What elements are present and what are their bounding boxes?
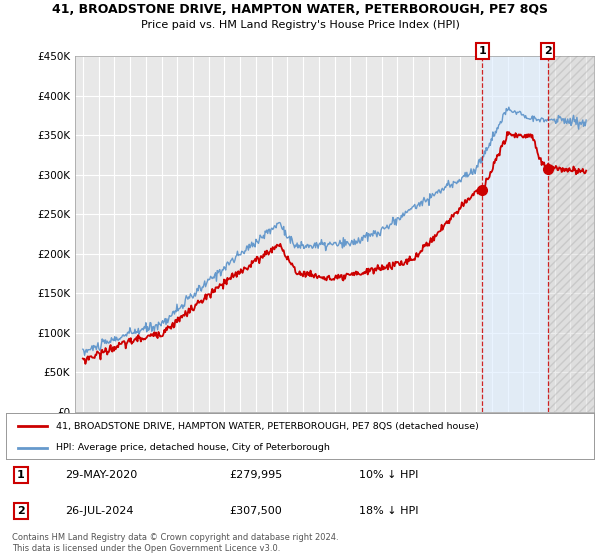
Text: 26-JUL-2024: 26-JUL-2024: [65, 506, 133, 516]
Text: 41, BROADSTONE DRIVE, HAMPTON WATER, PETERBOROUGH, PE7 8QS: 41, BROADSTONE DRIVE, HAMPTON WATER, PET…: [52, 3, 548, 16]
Text: £279,995: £279,995: [229, 470, 283, 480]
Text: HPI: Average price, detached house, City of Peterborough: HPI: Average price, detached house, City…: [56, 443, 330, 452]
Text: 2: 2: [544, 46, 551, 56]
Bar: [482, 56, 548, 412]
Text: 41, BROADSTONE DRIVE, HAMPTON WATER, PETERBOROUGH, PE7 8QS (detached house): 41, BROADSTONE DRIVE, HAMPTON WATER, PET…: [56, 422, 479, 431]
Text: 1: 1: [478, 46, 486, 56]
Text: Price paid vs. HM Land Registry's House Price Index (HPI): Price paid vs. HM Land Registry's House …: [140, 20, 460, 30]
Text: 18% ↓ HPI: 18% ↓ HPI: [359, 506, 418, 516]
Bar: [548, 56, 594, 412]
Text: 1: 1: [17, 470, 25, 480]
Text: 10% ↓ HPI: 10% ↓ HPI: [359, 470, 418, 480]
Text: 2: 2: [17, 506, 25, 516]
Text: 29-MAY-2020: 29-MAY-2020: [65, 470, 137, 480]
Text: Contains HM Land Registry data © Crown copyright and database right 2024.
This d: Contains HM Land Registry data © Crown c…: [12, 533, 338, 553]
Text: £307,500: £307,500: [229, 506, 282, 516]
